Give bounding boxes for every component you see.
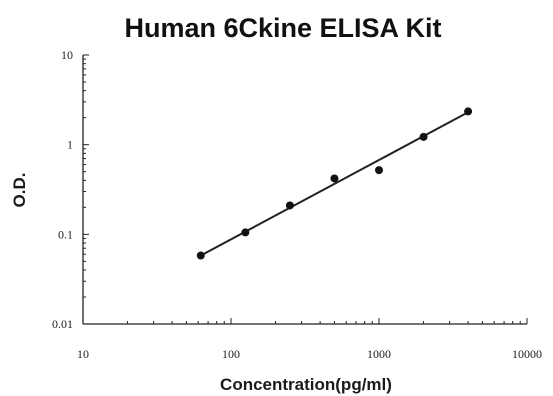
data-point [375,166,383,175]
data-point [419,132,428,141]
x-tick-label: 10000 [512,347,542,361]
x-axis-label: Concentration(pg/ml) [220,375,392,394]
data-point [464,107,473,116]
y-tick-label: 0.1 [58,227,73,241]
data-point [196,251,205,260]
data-point [241,228,250,237]
x-tick-label: 100 [222,347,240,361]
y-tick-label: 10 [61,48,73,62]
y-tick-label: 1 [67,138,73,152]
data-points [196,107,473,260]
data-point [285,201,294,210]
fit-line-group [200,111,469,257]
ticks: 10 100 1000 10000 0.01 0.1 1 10 [52,48,542,361]
y-axis-label: O.D. [10,173,29,208]
y-tick-label: 0.01 [52,317,73,331]
x-tick-label: 1000 [367,347,391,361]
x-tick-label: 10 [77,347,89,361]
chart-title: Human 6Ckine ELISA Kit [124,13,441,43]
fit-line [200,111,469,257]
data-point [330,174,339,183]
